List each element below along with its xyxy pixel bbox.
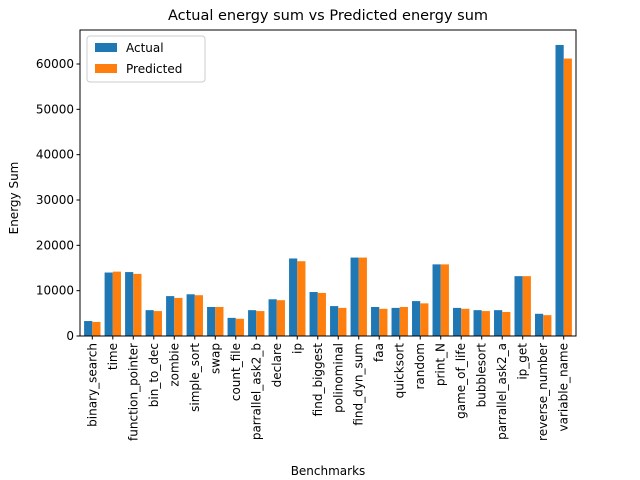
x-tick-label-print_N: print_N xyxy=(434,343,448,386)
x-tick-label-simple_sort: simple_sort xyxy=(188,343,202,412)
bar-predicted-ip xyxy=(297,261,306,336)
bar-actual-print_N xyxy=(432,264,441,336)
legend-swatch-predicted xyxy=(95,64,117,73)
bar-predicted-quicksort xyxy=(399,306,408,336)
x-tick-label-random: random xyxy=(413,343,427,390)
chart-title: Actual energy sum vs Predicted energy su… xyxy=(168,8,488,24)
x-tick-label-count_file: count_file xyxy=(229,343,243,401)
x-tick-label-polinominal: polinominal xyxy=(331,343,345,413)
bar-actual-parrallel_ask2_a xyxy=(494,310,503,336)
x-tick-label-find_dyn_sum: find_dyn_sum xyxy=(352,343,366,426)
bar-predicted-reverse_number xyxy=(543,315,552,336)
bar-predicted-faa xyxy=(379,308,388,336)
bar-actual-parrallel_ask2_b xyxy=(248,310,257,336)
y-tick-label-0: 0 xyxy=(66,329,74,343)
bar-predicted-print_N xyxy=(440,264,449,336)
x-tick-label-declare: declare xyxy=(270,343,284,387)
bar-actual-quicksort xyxy=(391,307,400,336)
bar-predicted-bubblesort xyxy=(481,311,490,336)
x-tick-label-quicksort: quicksort xyxy=(393,343,407,399)
bar-predicted-simple_sort xyxy=(194,295,203,336)
y-tick-label-20000: 20000 xyxy=(36,238,74,252)
bar-predicted-ip_get xyxy=(522,276,531,336)
legend-label-predicted: Predicted xyxy=(126,62,182,76)
x-tick-label-function_pointer: function_pointer xyxy=(126,343,140,441)
bar-actual-ip xyxy=(289,258,298,336)
bar-predicted-parrallel_ask2_b xyxy=(256,311,265,336)
x-tick-label-reverse_number: reverse_number xyxy=(536,343,550,441)
bar-actual-simple_sort xyxy=(186,294,195,336)
bar-predicted-polinominal xyxy=(338,307,347,336)
y-ticks-layer: 0 10000 20000 30000 40000 50000 60000 xyxy=(36,57,80,343)
bar-actual-binary_search xyxy=(84,321,93,336)
bar-predicted-find_biggest xyxy=(317,292,326,336)
y-tick-label-60000: 60000 xyxy=(36,57,74,71)
x-tick-label-game_of_life: game_of_life xyxy=(454,343,468,419)
bar-actual-game_of_life xyxy=(453,307,462,336)
bar-predicted-find_dyn_sum xyxy=(358,257,367,336)
plot-frame xyxy=(79,29,577,337)
y-tick-label-50000: 50000 xyxy=(36,102,74,116)
bar-predicted-zombie xyxy=(174,297,183,336)
x-ticks-layer: binary_search time function_pointer bin_to_… xyxy=(85,336,571,441)
bar-predicted-declare xyxy=(276,300,285,336)
bar-actual-find_dyn_sum xyxy=(350,257,359,336)
x-tick-label-parrallel_ask2_a: parrallel_ask2_a xyxy=(495,343,509,440)
x-tick-label-ip_get: ip_get xyxy=(516,343,530,380)
bar-predicted-game_of_life xyxy=(461,308,470,336)
legend-swatch-actual xyxy=(95,43,117,52)
y-tick-label-40000: 40000 xyxy=(36,148,74,162)
bar-actual-variable_name xyxy=(555,44,564,337)
bar-actual-count_file xyxy=(227,317,236,336)
bar-actual-find_biggest xyxy=(309,292,318,336)
legend: Actual Predicted xyxy=(86,35,206,83)
bar-actual-declare xyxy=(268,299,277,336)
bar-actual-random xyxy=(412,301,421,336)
bar-predicted-random xyxy=(420,303,429,336)
bar-predicted-count_file xyxy=(235,318,244,336)
bar-actual-time xyxy=(104,272,113,336)
x-tick-label-swap: swap xyxy=(208,343,222,374)
bar-predicted-parrallel_ask2_a xyxy=(502,311,511,336)
bars-layer xyxy=(84,44,572,337)
x-tick-label-zombie: zombie xyxy=(167,343,181,387)
y-axis-label: Energy Sum xyxy=(7,162,21,235)
bar-predicted-time xyxy=(112,271,121,336)
x-tick-label-parrallel_ask2_b: parrallel_ask2_b xyxy=(249,343,263,440)
legend-label-actual: Actual xyxy=(126,41,164,55)
x-tick-label-find_biggest: find_biggest xyxy=(311,343,325,417)
bar-actual-function_pointer xyxy=(125,272,134,336)
y-tick-label-10000: 10000 xyxy=(36,284,74,298)
y-tick-label-30000: 30000 xyxy=(36,193,74,207)
x-axis-label: Benchmarks xyxy=(291,464,366,478)
x-tick-label-variable_name: variable_name xyxy=(557,343,571,431)
bar-predicted-swap xyxy=(215,306,224,336)
bar-predicted-function_pointer xyxy=(133,273,142,336)
bar-actual-faa xyxy=(371,306,380,336)
x-tick-label-bin_to_dec: bin_to_dec xyxy=(147,343,161,407)
x-tick-label-binary_search: binary_search xyxy=(85,343,99,427)
bar-predicted-binary_search xyxy=(92,321,101,336)
bar-actual-ip_get xyxy=(514,276,523,336)
bar-predicted-variable_name xyxy=(563,58,572,337)
x-tick-label-faa: faa xyxy=(372,343,386,362)
x-tick-label-bubblesort: bubblesort xyxy=(475,343,489,408)
x-tick-label-time: time xyxy=(106,343,120,370)
bar-actual-reverse_number xyxy=(535,313,544,336)
x-tick-label-ip: ip xyxy=(290,343,304,354)
bar-actual-bin_to_dec xyxy=(145,310,154,336)
bar-predicted-bin_to_dec xyxy=(153,311,162,336)
bar-actual-swap xyxy=(207,306,216,336)
bar-actual-polinominal xyxy=(330,306,339,336)
bar-actual-bubblesort xyxy=(473,310,482,336)
bar-actual-zombie xyxy=(166,296,175,336)
